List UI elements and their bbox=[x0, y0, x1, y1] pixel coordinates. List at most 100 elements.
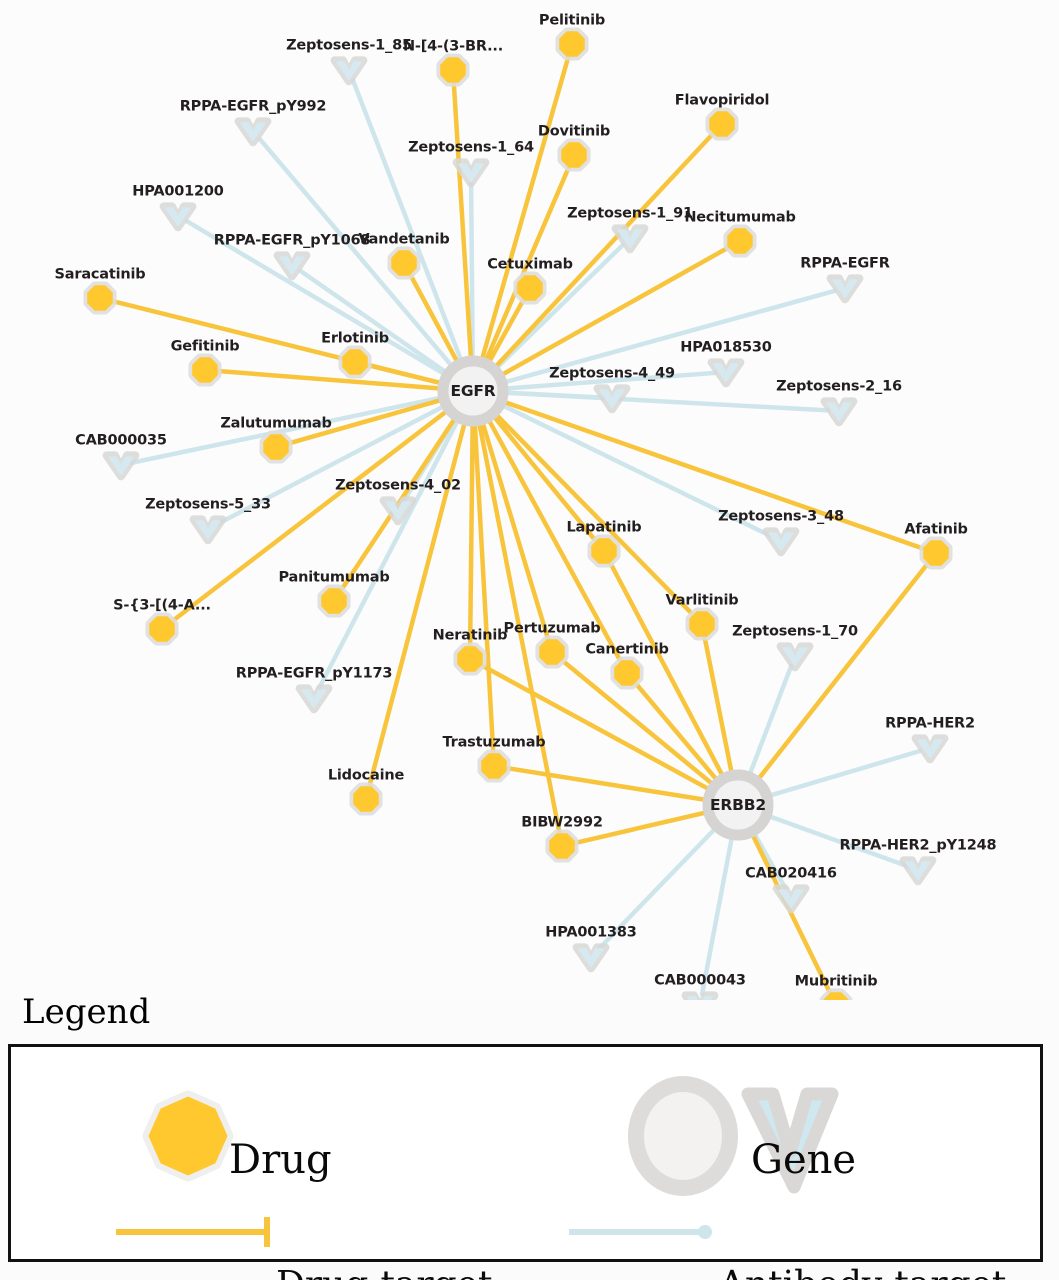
edge-drug-target[interactable] bbox=[633, 681, 720, 783]
drug-node[interactable] bbox=[453, 642, 487, 676]
edge-drug-target[interactable] bbox=[506, 765, 708, 803]
edge-drug-target[interactable] bbox=[485, 417, 623, 663]
drug-node[interactable] bbox=[83, 281, 117, 315]
drug-node[interactable] bbox=[436, 53, 470, 87]
edge-drug-target[interactable] bbox=[490, 413, 598, 543]
drug-node[interactable] bbox=[819, 988, 853, 1000]
drug-node[interactable] bbox=[723, 224, 757, 258]
edge-drug-target[interactable] bbox=[574, 809, 709, 846]
edge-drug-target[interactable] bbox=[451, 82, 474, 361]
antibody-node[interactable] bbox=[899, 856, 937, 886]
network-canvas[interactable]: Zeptosens-1_85 RPPA-EGFR_pY992 Zeptosens-1… bbox=[0, 0, 1059, 1000]
edge-drug-target[interactable] bbox=[492, 131, 715, 370]
edge-drug-target[interactable] bbox=[483, 166, 571, 364]
antibody-node[interactable] bbox=[234, 117, 272, 147]
drug-node[interactable] bbox=[188, 353, 222, 387]
edge-antibody-target[interactable] bbox=[468, 180, 475, 363]
nodes-layer[interactable] bbox=[83, 27, 953, 1000]
network-svg[interactable] bbox=[0, 0, 1059, 1000]
antibody-node[interactable] bbox=[593, 384, 631, 414]
antibody-node[interactable] bbox=[611, 224, 649, 254]
legend-item-gene bbox=[628, 1076, 738, 1196]
antibody-node[interactable] bbox=[102, 451, 140, 481]
edge-drug-target[interactable] bbox=[170, 408, 450, 623]
edge-drug-target[interactable] bbox=[367, 362, 444, 386]
edge-drug-target[interactable] bbox=[480, 663, 712, 793]
edge-drug-target[interactable] bbox=[408, 273, 461, 365]
drug-node[interactable] bbox=[535, 635, 569, 669]
antibody-node[interactable] bbox=[772, 884, 810, 914]
antibody-node[interactable] bbox=[379, 496, 417, 526]
antibody-node[interactable] bbox=[762, 527, 800, 557]
antibody-node[interactable] bbox=[330, 56, 368, 86]
edge-antibody-target[interactable] bbox=[298, 269, 450, 376]
edge-antibody-target[interactable] bbox=[746, 664, 794, 779]
drug-node[interactable] bbox=[610, 656, 644, 690]
edge-drug-target[interactable] bbox=[476, 420, 562, 834]
antibody-node[interactable] bbox=[273, 251, 311, 281]
edge-drug-target[interactable] bbox=[493, 411, 695, 617]
edge-drug-target[interactable] bbox=[755, 561, 930, 783]
drug-node[interactable] bbox=[349, 782, 383, 816]
antibody-node[interactable] bbox=[820, 397, 858, 427]
edge-antibody-target[interactable] bbox=[129, 395, 445, 465]
drug-node[interactable] bbox=[555, 27, 589, 61]
edge-antibody-target[interactable] bbox=[215, 403, 448, 527]
drug-node[interactable] bbox=[587, 534, 621, 568]
drug-node[interactable] bbox=[317, 584, 351, 618]
antibody-node[interactable] bbox=[681, 991, 719, 1000]
antibody-node[interactable] bbox=[159, 202, 197, 232]
edge-drug-target[interactable] bbox=[367, 420, 468, 787]
edge-drug-target[interactable] bbox=[479, 55, 571, 362]
drug-node[interactable] bbox=[259, 430, 293, 464]
drug-node[interactable] bbox=[545, 829, 579, 863]
antibody-node[interactable] bbox=[776, 642, 814, 672]
edge-drug-target[interactable] bbox=[501, 399, 925, 551]
drug-node[interactable] bbox=[477, 749, 511, 783]
edge-antibody-target[interactable] bbox=[257, 137, 456, 370]
drug-node[interactable] bbox=[919, 536, 953, 570]
edge-drug-target[interactable] bbox=[217, 368, 443, 391]
edge-antibody-target[interactable] bbox=[501, 390, 831, 413]
edge-antibody-target[interactable] bbox=[596, 825, 719, 952]
antibody-node[interactable] bbox=[572, 943, 610, 973]
edge-drug-target[interactable] bbox=[702, 636, 735, 776]
drug-node[interactable] bbox=[557, 138, 591, 172]
edge-drug-target[interactable] bbox=[472, 421, 496, 754]
antibody-node[interactable] bbox=[295, 684, 333, 714]
edge-drug-target[interactable] bbox=[287, 397, 444, 446]
edge-drug-target[interactable] bbox=[486, 298, 526, 365]
drug-label: Flavopiridol bbox=[674, 92, 770, 109]
edge-antibody-target[interactable] bbox=[492, 243, 625, 372]
antibody-node[interactable] bbox=[826, 274, 864, 304]
edge-drug-target[interactable] bbox=[467, 421, 475, 647]
edge-drug-target[interactable] bbox=[498, 245, 730, 378]
drug-node[interactable] bbox=[705, 107, 739, 141]
edge-antibody-target[interactable] bbox=[316, 416, 461, 691]
antibody-node[interactable] bbox=[707, 358, 745, 388]
edge-antibody-target[interactable] bbox=[350, 78, 465, 365]
gene-node[interactable] bbox=[437, 355, 509, 427]
edge-antibody-target[interactable] bbox=[765, 748, 922, 799]
edge-antibody-target[interactable] bbox=[185, 219, 449, 378]
edge-antibody-target[interactable] bbox=[764, 813, 910, 869]
gene-node[interactable] bbox=[702, 769, 774, 841]
edge-antibody-target[interactable] bbox=[498, 402, 774, 539]
edge-antibody-target[interactable] bbox=[699, 833, 735, 997]
antibody-label: Zeptosens-1_85 bbox=[286, 37, 412, 54]
edge-antibody-target[interactable] bbox=[751, 829, 788, 891]
antibody-label: RPPA-EGFR_pY1173 bbox=[235, 665, 393, 682]
antibody-node[interactable] bbox=[452, 158, 490, 188]
edge-drug-target[interactable] bbox=[608, 561, 726, 779]
antibody-node[interactable] bbox=[911, 734, 949, 764]
antibody-node[interactable] bbox=[189, 515, 227, 545]
edge-antibody-target[interactable] bbox=[501, 370, 718, 391]
edge-antibody-target[interactable] bbox=[500, 288, 837, 385]
drug-node[interactable] bbox=[685, 607, 719, 641]
drug-node[interactable] bbox=[513, 271, 547, 305]
edge-drug-target[interactable] bbox=[560, 658, 716, 788]
drug-node[interactable] bbox=[338, 345, 372, 379]
drug-node[interactable] bbox=[387, 246, 421, 280]
drug-node[interactable] bbox=[145, 612, 179, 646]
edge-drug-target[interactable] bbox=[479, 420, 551, 641]
